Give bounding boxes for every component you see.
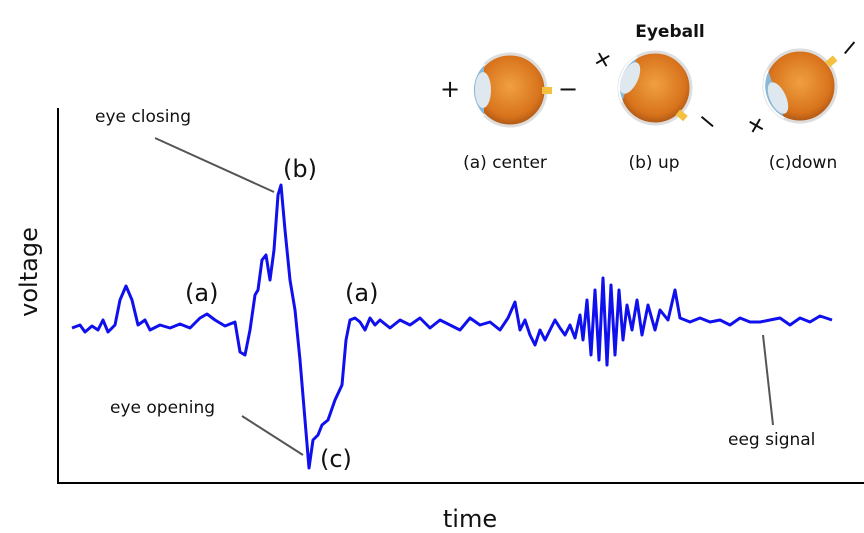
polarity: + xyxy=(587,42,618,76)
eye-label: (c)down xyxy=(769,153,837,173)
diagram: voltage time eye closing eye opening eeg… xyxy=(0,0,864,533)
leader-line xyxy=(242,416,303,455)
annotation: eye opening xyxy=(110,398,215,418)
leader-line xyxy=(763,335,773,425)
annotation: eye closing xyxy=(95,107,191,127)
point-label: (a) xyxy=(345,279,378,307)
eye-icon xyxy=(473,54,552,126)
x-axis-label: time xyxy=(443,505,497,533)
leader-line xyxy=(155,138,274,192)
eye-label: (a) center xyxy=(463,153,547,173)
eye-icon xyxy=(616,52,691,124)
eye-icon xyxy=(764,50,838,122)
polarity: − xyxy=(832,31,864,64)
y-axis-label: voltage xyxy=(15,227,43,317)
polarity: + xyxy=(741,108,772,142)
point-label: (c) xyxy=(320,445,352,473)
point-label: (b) xyxy=(283,155,317,183)
polarity: − xyxy=(558,75,578,103)
title: Eyeball xyxy=(635,22,705,42)
signal-line xyxy=(72,185,832,468)
eye-label: (b) up xyxy=(628,153,679,173)
polarity: − xyxy=(691,104,724,138)
polarity: + xyxy=(440,75,460,103)
point-label: (a) xyxy=(185,279,218,307)
annotation: eeg signal xyxy=(728,430,815,450)
